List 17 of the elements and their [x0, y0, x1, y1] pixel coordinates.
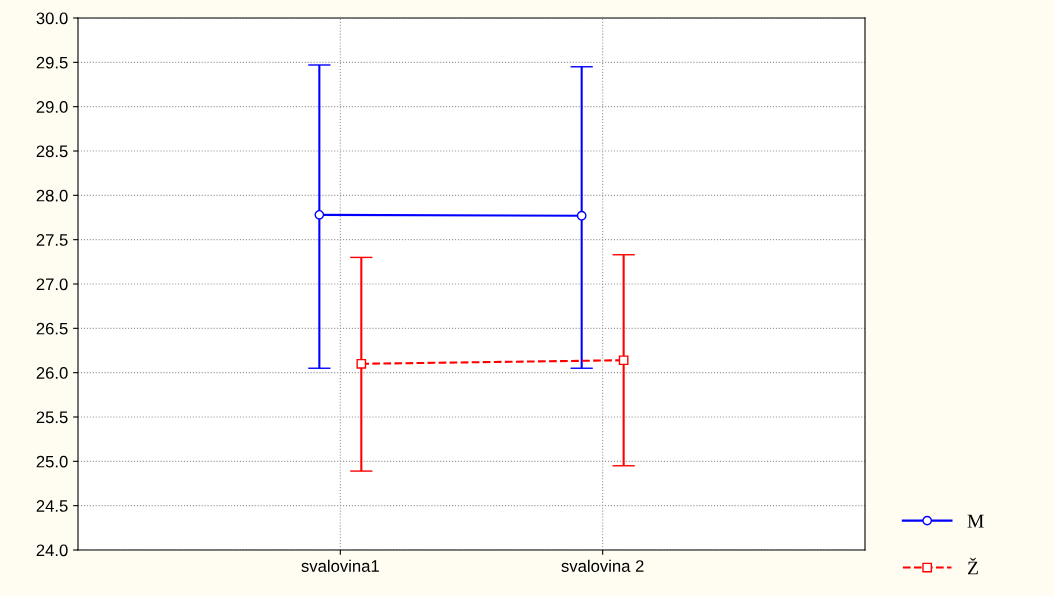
y-tick-label: 27.5	[36, 234, 68, 246]
y-tick-label: 30.0	[36, 12, 68, 25]
y-tick-label: 25.5	[36, 411, 68, 424]
x-tick-label: svalovina 2	[561, 559, 644, 572]
legend-label: Ž	[967, 557, 978, 575]
y-tick-label: 29.0	[36, 101, 68, 113]
y-tick-label: 28.5	[36, 145, 68, 158]
y-tick-label: 24.5	[36, 500, 68, 512]
y-tick-label: 27.0	[36, 278, 68, 291]
y-tick-label: 24.0	[36, 544, 68, 557]
y-tick-label: 26.0	[36, 367, 68, 379]
legend-label: M	[967, 514, 984, 528]
x-tick-label: svalovina1	[301, 559, 379, 572]
y-tick-label: 25.0	[36, 455, 68, 468]
y-tick-label: 28.0	[36, 189, 68, 202]
y-tick-label: 29.5	[36, 56, 68, 69]
y-tick-label: 26.5	[36, 322, 68, 335]
